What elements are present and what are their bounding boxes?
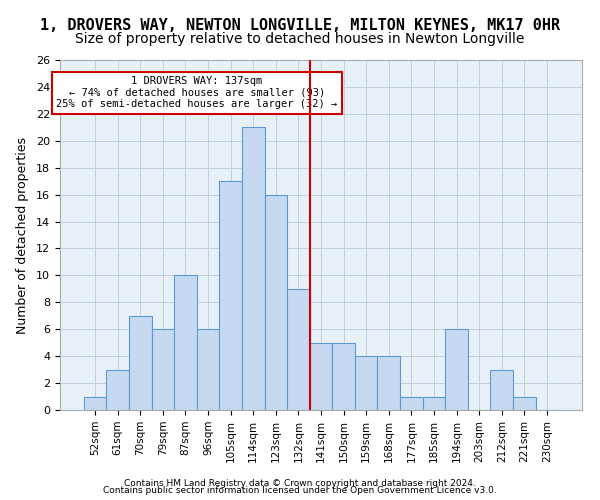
Bar	[287, 289, 310, 410]
Bar	[490, 370, 513, 410]
Bar	[106, 370, 129, 410]
Bar	[355, 356, 377, 410]
Text: 1, DROVERS WAY, NEWTON LONGVILLE, MILTON KEYNES, MK17 0HR: 1, DROVERS WAY, NEWTON LONGVILLE, MILTON…	[40, 18, 560, 32]
Text: 1 DROVERS WAY: 137sqm
← 74% of detached houses are smaller (93)
25% of semi-deta: 1 DROVERS WAY: 137sqm ← 74% of detached …	[56, 76, 337, 110]
Bar	[310, 342, 332, 410]
Text: Contains HM Land Registry data © Crown copyright and database right 2024.: Contains HM Land Registry data © Crown c…	[124, 478, 476, 488]
Text: Size of property relative to detached houses in Newton Longville: Size of property relative to detached ho…	[76, 32, 524, 46]
Bar	[129, 316, 152, 410]
Bar	[152, 329, 174, 410]
Bar	[220, 181, 242, 410]
Bar	[197, 329, 220, 410]
Bar	[265, 194, 287, 410]
Bar	[513, 396, 536, 410]
Bar	[332, 342, 355, 410]
Bar	[422, 396, 445, 410]
Text: Contains public sector information licensed under the Open Government Licence v3: Contains public sector information licen…	[103, 486, 497, 495]
Bar	[400, 396, 422, 410]
Bar	[242, 128, 265, 410]
Bar	[445, 329, 468, 410]
Bar	[84, 396, 106, 410]
Bar	[174, 276, 197, 410]
Bar	[377, 356, 400, 410]
Y-axis label: Number of detached properties: Number of detached properties	[16, 136, 29, 334]
